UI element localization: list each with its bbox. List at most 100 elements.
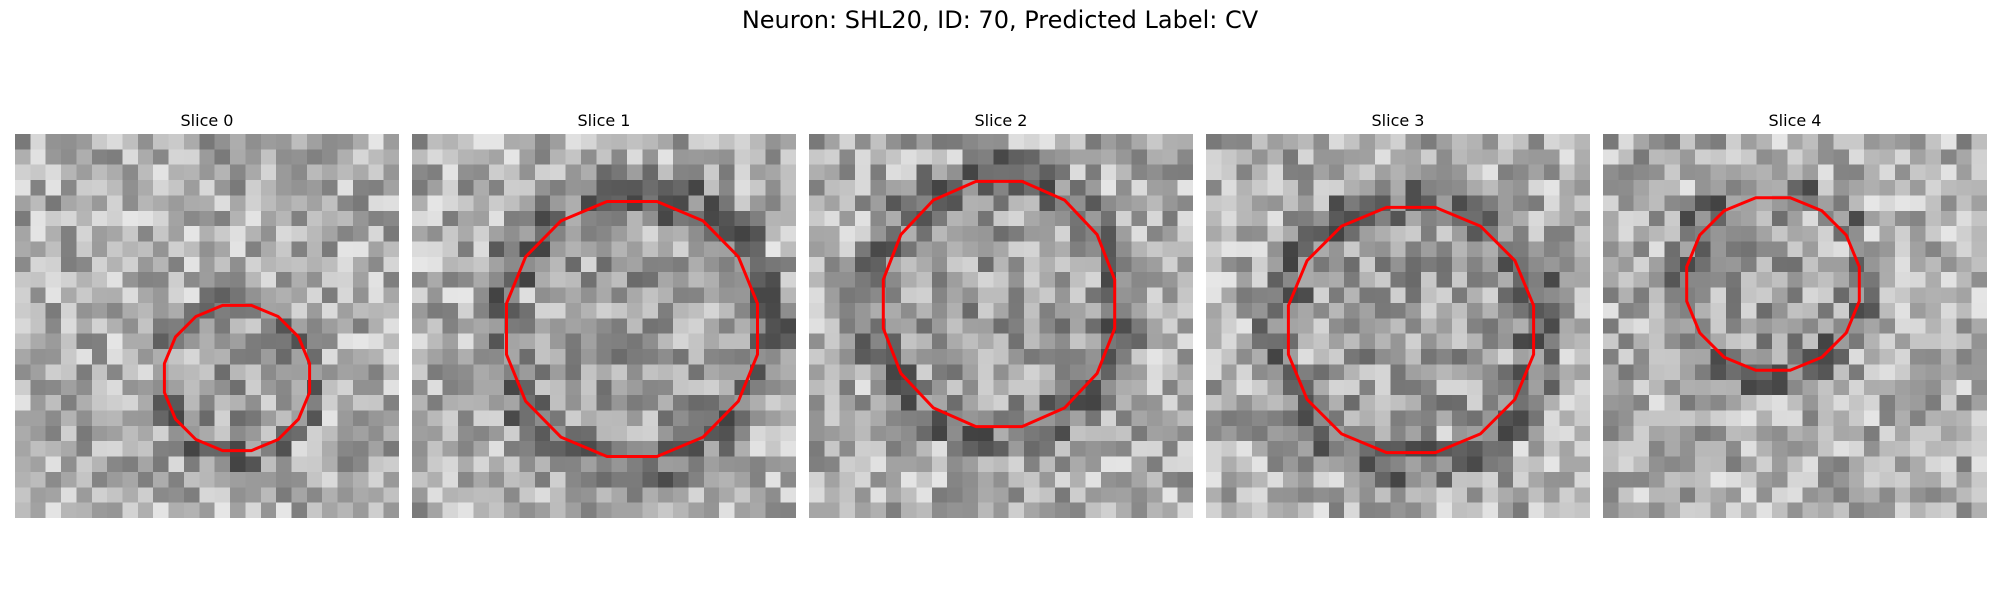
image-pixel xyxy=(1695,134,1712,150)
image-pixel xyxy=(519,210,536,227)
image-pixel xyxy=(1497,134,1514,150)
image-pixel xyxy=(1528,164,1545,181)
image-pixel xyxy=(1359,302,1376,319)
image-pixel xyxy=(1848,502,1865,518)
image-pixel xyxy=(565,425,582,442)
image-pixel xyxy=(749,272,766,289)
image-pixel xyxy=(1344,471,1361,488)
image-pixel xyxy=(885,287,902,304)
image-pixel xyxy=(1267,180,1284,196)
image-pixel xyxy=(916,318,933,335)
image-pixel xyxy=(1313,134,1330,150)
image-pixel xyxy=(565,487,582,504)
image-pixel xyxy=(1710,241,1727,258)
image-pixel xyxy=(870,395,887,411)
image-pixel xyxy=(565,272,582,289)
image-pixel xyxy=(1818,379,1834,396)
image-pixel xyxy=(1741,425,1758,442)
image-pixel xyxy=(1252,210,1268,227)
image-pixel xyxy=(809,425,825,442)
image-pixel xyxy=(322,302,339,319)
image-pixel xyxy=(824,395,841,411)
image-pixel xyxy=(993,425,1010,442)
image-pixel xyxy=(368,456,385,473)
image-pixel xyxy=(749,471,766,488)
image-pixel xyxy=(1054,302,1071,319)
image-pixel xyxy=(885,272,902,289)
image-pixel xyxy=(1618,395,1635,411)
image-pixel xyxy=(749,395,766,411)
image-pixel xyxy=(1756,287,1773,304)
image-pixel xyxy=(30,134,47,150)
image-pixel xyxy=(1024,318,1040,335)
image-pixel xyxy=(1710,180,1727,196)
image-pixel xyxy=(1024,195,1040,212)
image-pixel xyxy=(1664,395,1681,411)
image-pixel xyxy=(1559,256,1576,273)
image-pixel xyxy=(107,349,124,365)
image-pixel xyxy=(1771,180,1788,196)
image-pixel xyxy=(1221,349,1238,365)
image-pixel xyxy=(183,333,200,350)
image-pixel xyxy=(1390,318,1407,335)
image-pixel xyxy=(1328,134,1345,150)
image-pixel xyxy=(1206,210,1222,227)
image-pixel xyxy=(977,134,994,150)
image-pixel xyxy=(1282,379,1299,396)
image-pixel xyxy=(1405,149,1422,166)
image-pixel xyxy=(901,410,918,427)
image-pixel xyxy=(1879,210,1896,227)
image-pixel xyxy=(1940,379,1957,396)
image-pixel xyxy=(473,287,490,304)
image-pixel xyxy=(1925,302,1942,319)
image-pixel xyxy=(1787,272,1804,289)
image-pixel xyxy=(657,349,674,365)
image-pixel xyxy=(137,287,154,304)
image-pixel xyxy=(1633,456,1650,473)
image-pixel xyxy=(627,425,643,442)
image-pixel xyxy=(383,441,399,458)
image-pixel xyxy=(1359,272,1376,289)
image-pixel xyxy=(519,241,536,258)
image-pixel xyxy=(1603,180,1619,196)
image-pixel xyxy=(458,471,474,488)
image-pixel xyxy=(1971,302,1987,319)
image-pixel xyxy=(1513,210,1530,227)
image-pixel xyxy=(1162,333,1179,350)
image-pixel xyxy=(1833,241,1850,258)
slice-panel-4: Slice 4 xyxy=(1603,110,1987,518)
image-pixel xyxy=(183,395,200,411)
image-pixel xyxy=(1252,364,1268,381)
image-pixel xyxy=(168,241,185,258)
image-pixel xyxy=(1054,164,1071,181)
image-pixel xyxy=(488,287,505,304)
image-pixel xyxy=(1008,180,1025,196)
image-pixel xyxy=(1649,379,1665,396)
image-pixel xyxy=(1451,149,1468,166)
roi-contour xyxy=(505,200,759,458)
image-pixel xyxy=(322,134,339,150)
image-pixel xyxy=(473,210,490,227)
image-pixel xyxy=(1971,456,1987,473)
image-pixel xyxy=(245,456,262,473)
image-pixel xyxy=(1971,272,1987,289)
image-pixel xyxy=(427,471,444,488)
image-pixel xyxy=(473,349,490,365)
image-pixel xyxy=(1252,349,1268,365)
slice-image xyxy=(15,134,399,518)
image-pixel xyxy=(611,287,628,304)
image-pixel xyxy=(734,195,751,212)
image-pixel xyxy=(885,318,902,335)
image-pixel xyxy=(1574,164,1590,181)
image-pixel xyxy=(749,226,766,243)
image-pixel xyxy=(488,241,505,258)
image-pixel xyxy=(1146,180,1163,196)
image-pixel xyxy=(306,226,323,243)
image-pixel xyxy=(519,379,536,396)
image-pixel xyxy=(824,241,841,258)
image-pixel xyxy=(291,287,308,304)
image-pixel xyxy=(1177,226,1193,243)
image-pixel xyxy=(214,287,231,304)
image-pixel xyxy=(703,287,720,304)
image-pixel xyxy=(688,287,705,304)
